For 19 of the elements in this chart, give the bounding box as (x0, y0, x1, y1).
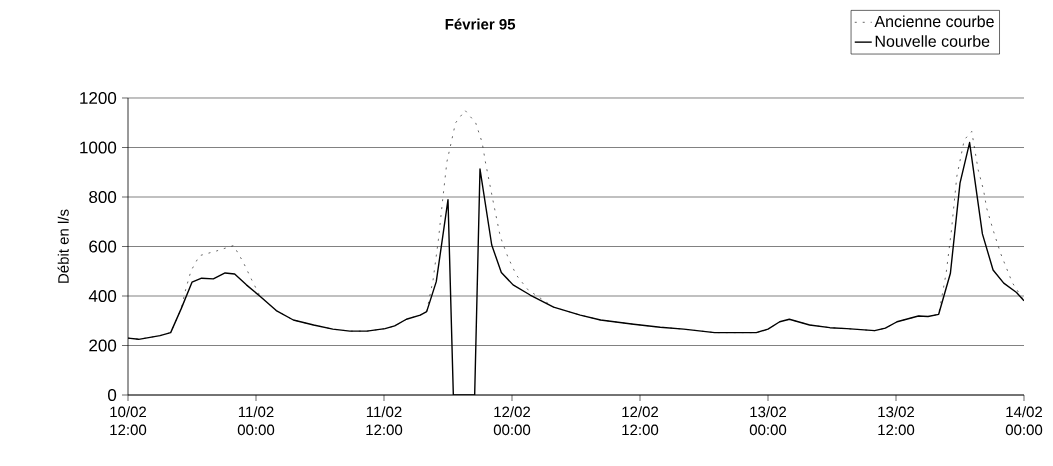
x-tick-label: 13/02 12:00 (878, 406, 915, 436)
y-axis-title: Débit en l/s (57, 209, 69, 283)
x-tick-label: 10/02 12:00 (110, 406, 147, 436)
x-tick-label: 12/02 00:00 (493, 406, 531, 436)
y-tick-label: 200 (89, 339, 117, 352)
x-tick-label: 11/02 12:00 (366, 406, 403, 436)
x-tick-label: 11/02 00:00 (237, 406, 275, 436)
chart-title: Février 95 (445, 18, 516, 30)
y-tick-label: 600 (89, 240, 117, 253)
legend-label: Ancienne courbe (874, 15, 994, 28)
legend-label: Nouvelle courbe (875, 35, 990, 47)
y-tick-label: 800 (89, 190, 117, 204)
x-tick-label: 13/02 00:00 (749, 406, 787, 436)
y-tick-label: 1200 (80, 91, 117, 105)
x-tick-label: 14/02 00:00 (1005, 406, 1043, 436)
y-tick-label: 0 (108, 388, 117, 402)
y-tick-label: 1000 (80, 141, 117, 154)
y-tick-label: 400 (88, 289, 117, 303)
x-tick-label: 12/02 12:00 (622, 406, 659, 436)
